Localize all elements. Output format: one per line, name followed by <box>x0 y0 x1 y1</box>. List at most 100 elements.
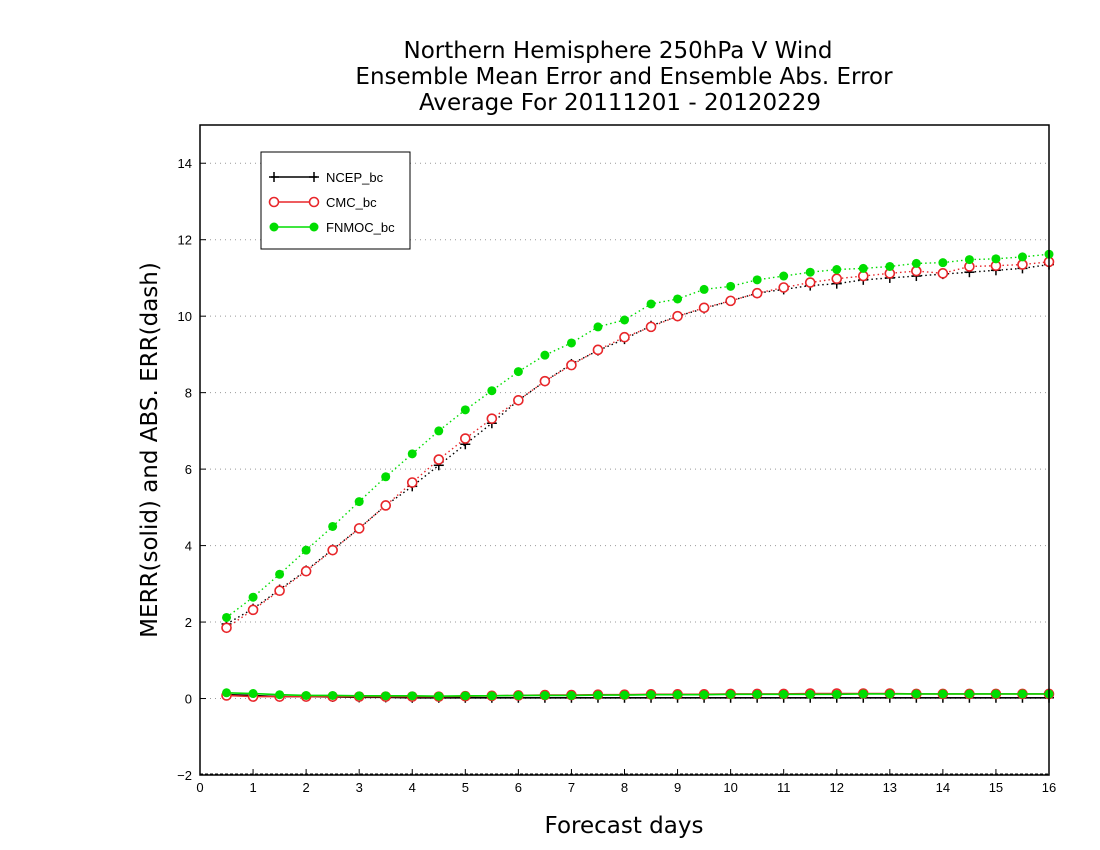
fnmoc-bc-mean-err-point <box>858 689 868 699</box>
x-tick-label: 9 <box>674 780 681 795</box>
cmc-bc-abs-err-point <box>698 302 710 314</box>
cmc-bc-abs-err-point <box>300 565 312 577</box>
fnmoc-bc-abs-err-point <box>938 258 948 268</box>
x-tick-label: 5 <box>462 780 469 795</box>
fnmoc-bc-mean-err-point <box>1017 689 1027 699</box>
y-tick-label: 0 <box>185 692 192 707</box>
x-axis-label: Forecast days <box>545 813 704 839</box>
fnmoc-bc-mean-err-point <box>752 689 762 699</box>
cmc-bc-abs-err-point <box>380 500 392 511</box>
x-tick-label: 1 <box>249 780 256 795</box>
x-tick-label: 16 <box>1042 780 1056 795</box>
x-tick-label: 11 <box>777 780 791 795</box>
fnmoc-bc-abs-err-point <box>885 261 895 271</box>
cmc-bc-abs-err-point <box>566 359 577 371</box>
fnmoc-bc-mean-err-point <box>832 689 842 699</box>
cmc-bc-abs-err-point <box>353 523 365 534</box>
fnmoc-bc-abs-err-point <box>328 521 338 531</box>
y-tick-label: 10 <box>178 309 192 324</box>
fnmoc-bc-mean-err-point <box>301 690 311 700</box>
cmc-bc-abs-err-point <box>751 287 763 299</box>
fnmoc-bc-mean-err-point <box>434 691 444 701</box>
fnmoc-bc-mean-err-point <box>911 689 921 699</box>
fnmoc-bc-mean-err-point <box>407 691 417 701</box>
x-tick-label: 15 <box>989 780 1003 795</box>
fnmoc-bc-mean-err-point <box>885 689 895 699</box>
cmc-bc-abs-err-point <box>645 321 657 333</box>
fnmoc-bc-abs-err-point <box>593 322 603 332</box>
series-cmc-bc <box>221 256 1055 702</box>
plot-frame <box>199 124 1050 776</box>
fnmoc-bc-mean-err-point <box>248 689 258 699</box>
cmc-bc-abs-err-line <box>226 261 1050 629</box>
fnmoc-bc-abs-err-point <box>381 472 391 482</box>
chart-title: Northern Hemisphere 250hPa V Wind Ensemb… <box>355 38 893 116</box>
fnmoc-bc-abs-err-point <box>513 367 523 377</box>
fnmoc-bc-abs-err-point <box>779 271 789 281</box>
legend-marker-end-fnmoc-bc <box>309 222 319 232</box>
fnmoc-bc-mean-err-point <box>646 690 656 700</box>
fnmoc-bc-mean-err-point <box>222 688 232 698</box>
cmc-bc-abs-err-point <box>247 604 259 616</box>
gridlines <box>200 162 1049 775</box>
fnmoc-bc-abs-err-line <box>226 253 1050 619</box>
legend-marker-start-ncep-bc <box>269 172 279 182</box>
fnmoc-bc-mean-err-point <box>487 691 497 701</box>
y-tick-label: 6 <box>185 462 192 477</box>
title-line-3: Average For 20111201 - 20120229 <box>419 90 821 116</box>
fnmoc-bc-mean-err-point <box>805 689 815 699</box>
cmc-bc-abs-err-point <box>327 544 338 556</box>
y-tick-label: −2 <box>177 768 192 783</box>
fnmoc-bc-mean-err-point <box>699 690 709 700</box>
series-fnmoc-bc <box>222 249 1054 701</box>
fnmoc-bc-abs-err-point <box>566 338 576 348</box>
fnmoc-bc-mean-err-point <box>673 690 683 700</box>
legend-label-ncep-bc: NCEP_bc <box>326 170 384 185</box>
x-tick-label: 12 <box>830 780 844 795</box>
fnmoc-bc-abs-err-point <box>540 350 550 360</box>
fnmoc-bc-abs-err-point <box>275 569 285 579</box>
cmc-bc-abs-err-point <box>433 454 445 465</box>
x-tick-label: 4 <box>409 780 416 795</box>
y-tick-label: 8 <box>185 386 192 401</box>
fnmoc-bc-abs-err-point <box>460 405 470 415</box>
fnmoc-bc-mean-err-point <box>938 689 948 699</box>
fnmoc-bc-mean-err-point <box>354 691 364 701</box>
fnmoc-bc-abs-err-point <box>964 255 974 265</box>
cmc-bc-abs-err-point <box>513 394 524 406</box>
fnmoc-bc-mean-err-point <box>460 691 470 701</box>
x-tick-label: 0 <box>196 780 203 795</box>
fnmoc-bc-abs-err-point <box>726 281 736 291</box>
fnmoc-bc-mean-err-point <box>620 690 629 700</box>
y-tick-label: 4 <box>185 539 192 554</box>
fnmoc-bc-mean-err-point <box>566 690 576 700</box>
fnmoc-bc-abs-err-point <box>646 299 656 309</box>
fnmoc-bc-abs-err-point <box>407 449 417 459</box>
legend-label-fnmoc-bc: FNMOC_bc <box>326 220 395 235</box>
fnmoc-bc-abs-err-point <box>752 275 762 285</box>
fnmoc-bc-abs-err-point <box>434 426 444 436</box>
cmc-bc-abs-err-point <box>619 331 630 343</box>
fnmoc-bc-abs-err-point <box>620 315 629 325</box>
x-tick-label: 14 <box>936 780 950 795</box>
cmc-bc-abs-err-point <box>725 295 736 307</box>
title-line-1: Northern Hemisphere 250hPa V Wind <box>404 38 833 64</box>
fnmoc-bc-mean-err-point <box>991 689 1001 699</box>
x-tick-label: 13 <box>883 780 897 795</box>
cmc-bc-abs-err-point <box>274 585 285 597</box>
y-tick-label: 2 <box>185 615 192 630</box>
fnmoc-bc-mean-err-line <box>226 691 1049 698</box>
fnmoc-bc-mean-err-point <box>540 690 550 700</box>
fnmoc-bc-abs-err-point <box>858 263 868 273</box>
fnmoc-bc-abs-err-point <box>911 258 921 268</box>
y-tick-label: 12 <box>178 233 192 248</box>
cmc-bc-abs-err-point <box>804 277 816 288</box>
fnmoc-bc-abs-err-point <box>301 545 311 555</box>
fnmoc-bc-mean-err-point <box>328 690 338 700</box>
legend: NCEP_bc CMC_bc FNMOC_bc <box>260 151 411 250</box>
series-ncep-bc <box>221 259 1054 703</box>
x-tick-label: 10 <box>723 780 737 795</box>
fnmoc-bc-mean-err-point <box>964 689 974 699</box>
